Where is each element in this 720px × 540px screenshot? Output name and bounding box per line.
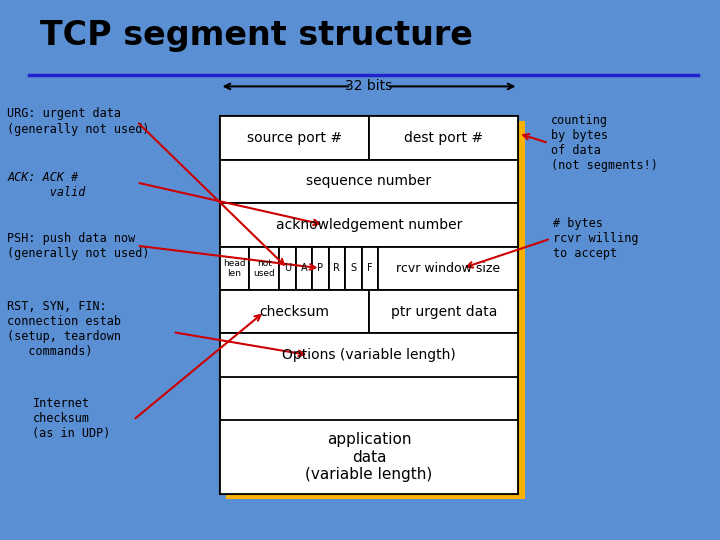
Bar [369, 116, 518, 160]
Bar [220, 334, 518, 377]
Text: rcvr window size: rcvr window size [396, 262, 500, 275]
Text: dest port #: dest port # [404, 131, 483, 145]
Bar [296, 246, 312, 290]
Text: ACK: ACK #
      valid: ACK: ACK # valid [7, 171, 86, 199]
Text: RST, SYN, FIN:
connection estab
(setup, teardown
   commands): RST, SYN, FIN: connection estab (setup, … [7, 300, 121, 359]
Text: Options (variable length): Options (variable length) [282, 348, 456, 362]
Bar [279, 246, 296, 290]
Text: TCP segment structure: TCP segment structure [40, 19, 472, 52]
Text: source port #: source port # [247, 131, 342, 145]
Text: 32 bits: 32 bits [346, 79, 392, 93]
Text: R: R [333, 263, 341, 273]
Text: # bytes
rcvr willing
to accept: # bytes rcvr willing to accept [553, 217, 639, 260]
Text: A: A [301, 263, 307, 273]
Bar [369, 290, 518, 334]
Text: P: P [318, 263, 323, 273]
Bar [361, 246, 378, 290]
Text: ptr urgent data: ptr urgent data [390, 305, 497, 319]
Bar [312, 246, 328, 290]
Bar [345, 246, 361, 290]
Bar [220, 160, 518, 203]
Bar [226, 121, 525, 499]
Text: application
data
(variable length): application data (variable length) [305, 433, 433, 482]
Bar [328, 246, 345, 290]
Text: F: F [367, 263, 372, 273]
Bar [220, 116, 518, 494]
Text: sequence number: sequence number [307, 174, 431, 188]
Text: checksum: checksum [259, 305, 329, 319]
Text: URG: urgent data
(generally not used): URG: urgent data (generally not used) [7, 107, 150, 136]
Text: counting
by bytes
of data
(not segments!): counting by bytes of data (not segments!… [551, 114, 657, 172]
Bar [220, 290, 369, 334]
Bar [220, 116, 369, 160]
Bar [220, 246, 249, 290]
Bar [378, 246, 518, 290]
Text: not
used: not used [253, 259, 275, 278]
Bar [249, 246, 279, 290]
Text: head
len: head len [223, 259, 246, 278]
Text: S: S [350, 263, 356, 273]
Text: acknowledgement number: acknowledgement number [276, 218, 462, 232]
Text: U: U [284, 263, 291, 273]
Bar [220, 421, 518, 494]
Text: Internet
checksum
(as in UDP): Internet checksum (as in UDP) [32, 397, 111, 440]
Text: PSH: push data now
(generally not used): PSH: push data now (generally not used) [7, 232, 150, 260]
Bar [220, 203, 518, 246]
